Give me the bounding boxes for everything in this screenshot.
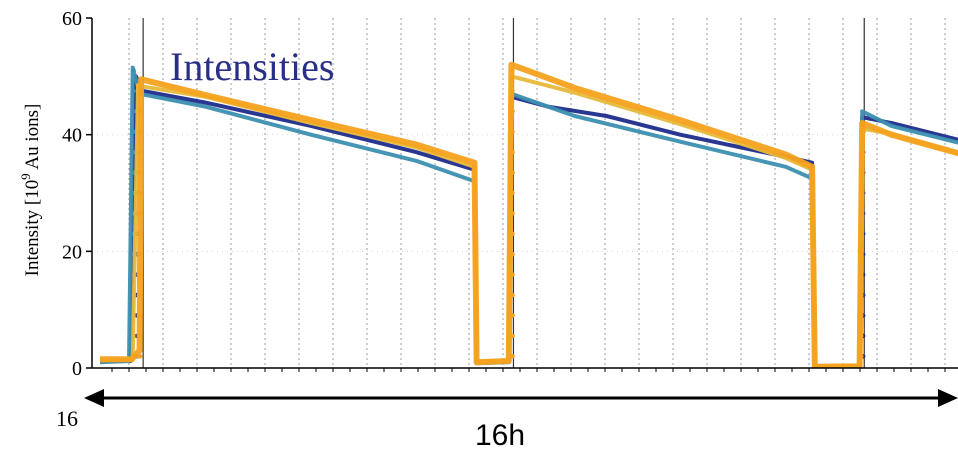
series-marker-orange <box>510 333 515 339</box>
series-marker-orange <box>859 252 864 257</box>
series-layer <box>99 61 958 368</box>
series-marker-orange <box>510 88 515 94</box>
series-marker-orange <box>510 252 515 257</box>
series-marker-orange <box>137 313 143 318</box>
series-marker-orange <box>137 211 143 216</box>
y-tick-label: 0 <box>72 358 82 380</box>
y-axis-label-rest: Au ions] <box>22 104 43 174</box>
y-axis-label-exponent: 9 <box>18 173 33 180</box>
series-marker-orange <box>510 231 515 237</box>
series-marker-teal <box>131 88 136 94</box>
series-marker-orange <box>510 190 515 196</box>
series-marker-orange <box>859 313 864 318</box>
y-tick-label: 40 <box>62 125 82 147</box>
series-marker-orange <box>859 272 864 277</box>
series-marker-orange <box>137 109 143 114</box>
series-marker-orange <box>510 68 515 73</box>
series-marker-orange <box>137 292 143 298</box>
series-marker-orange <box>510 313 515 318</box>
series-marker-orange <box>137 333 143 339</box>
series-marker-orange <box>137 272 143 277</box>
chart-title: Intensities <box>170 44 334 89</box>
duration-arrow <box>84 389 958 407</box>
series-marker-orange <box>859 231 864 237</box>
y-axis-label: Intensity [109 Au ions] <box>18 104 43 277</box>
series-marker-teal <box>131 68 136 73</box>
series-marker-orange <box>510 109 515 114</box>
series-marker-orange <box>137 252 143 257</box>
series-marker-orange <box>859 170 864 175</box>
y-tick-label: 60 <box>62 8 82 30</box>
duration-annotation: 16h <box>475 419 525 450</box>
series-marker-orange <box>137 149 143 155</box>
series-marker-orange <box>510 170 515 175</box>
series-marker-orange <box>510 129 515 134</box>
x-axis-partial-label: 16 <box>56 406 78 431</box>
series-marker-orange <box>859 129 864 134</box>
series-marker-teal <box>131 109 136 114</box>
series-marker-orange <box>137 170 143 175</box>
series-marker-orange <box>859 292 864 298</box>
series-marker-orange <box>859 211 864 216</box>
series-marker-orange <box>510 272 515 277</box>
series-line-orange <box>100 61 958 368</box>
y-ticks: 0 20 40 60 <box>62 8 92 380</box>
series-marker-teal <box>131 129 136 134</box>
series-marker-orange <box>137 88 143 94</box>
series-marker-orange <box>137 129 143 134</box>
duration-arrow-left-head <box>84 389 104 407</box>
series-marker-orange <box>137 190 143 196</box>
series-marker-orange <box>137 231 143 237</box>
series-marker-orange <box>510 354 515 359</box>
duration-arrow-right-head <box>938 389 958 407</box>
y-tick-label: 20 <box>62 241 82 263</box>
y-axis-label-main: Intensity [10 <box>22 180 43 277</box>
series-marker-orange <box>137 354 143 359</box>
series-marker-orange <box>859 190 864 196</box>
series-marker-orange <box>859 354 864 359</box>
series-marker-orange <box>510 149 515 155</box>
series-marker-orange <box>859 333 864 339</box>
series-marker-orange <box>510 211 515 216</box>
series-marker-orange <box>859 149 864 155</box>
x-minor-ticks <box>111 368 946 372</box>
series-marker-orange <box>510 292 515 298</box>
grid-lines <box>92 18 958 368</box>
